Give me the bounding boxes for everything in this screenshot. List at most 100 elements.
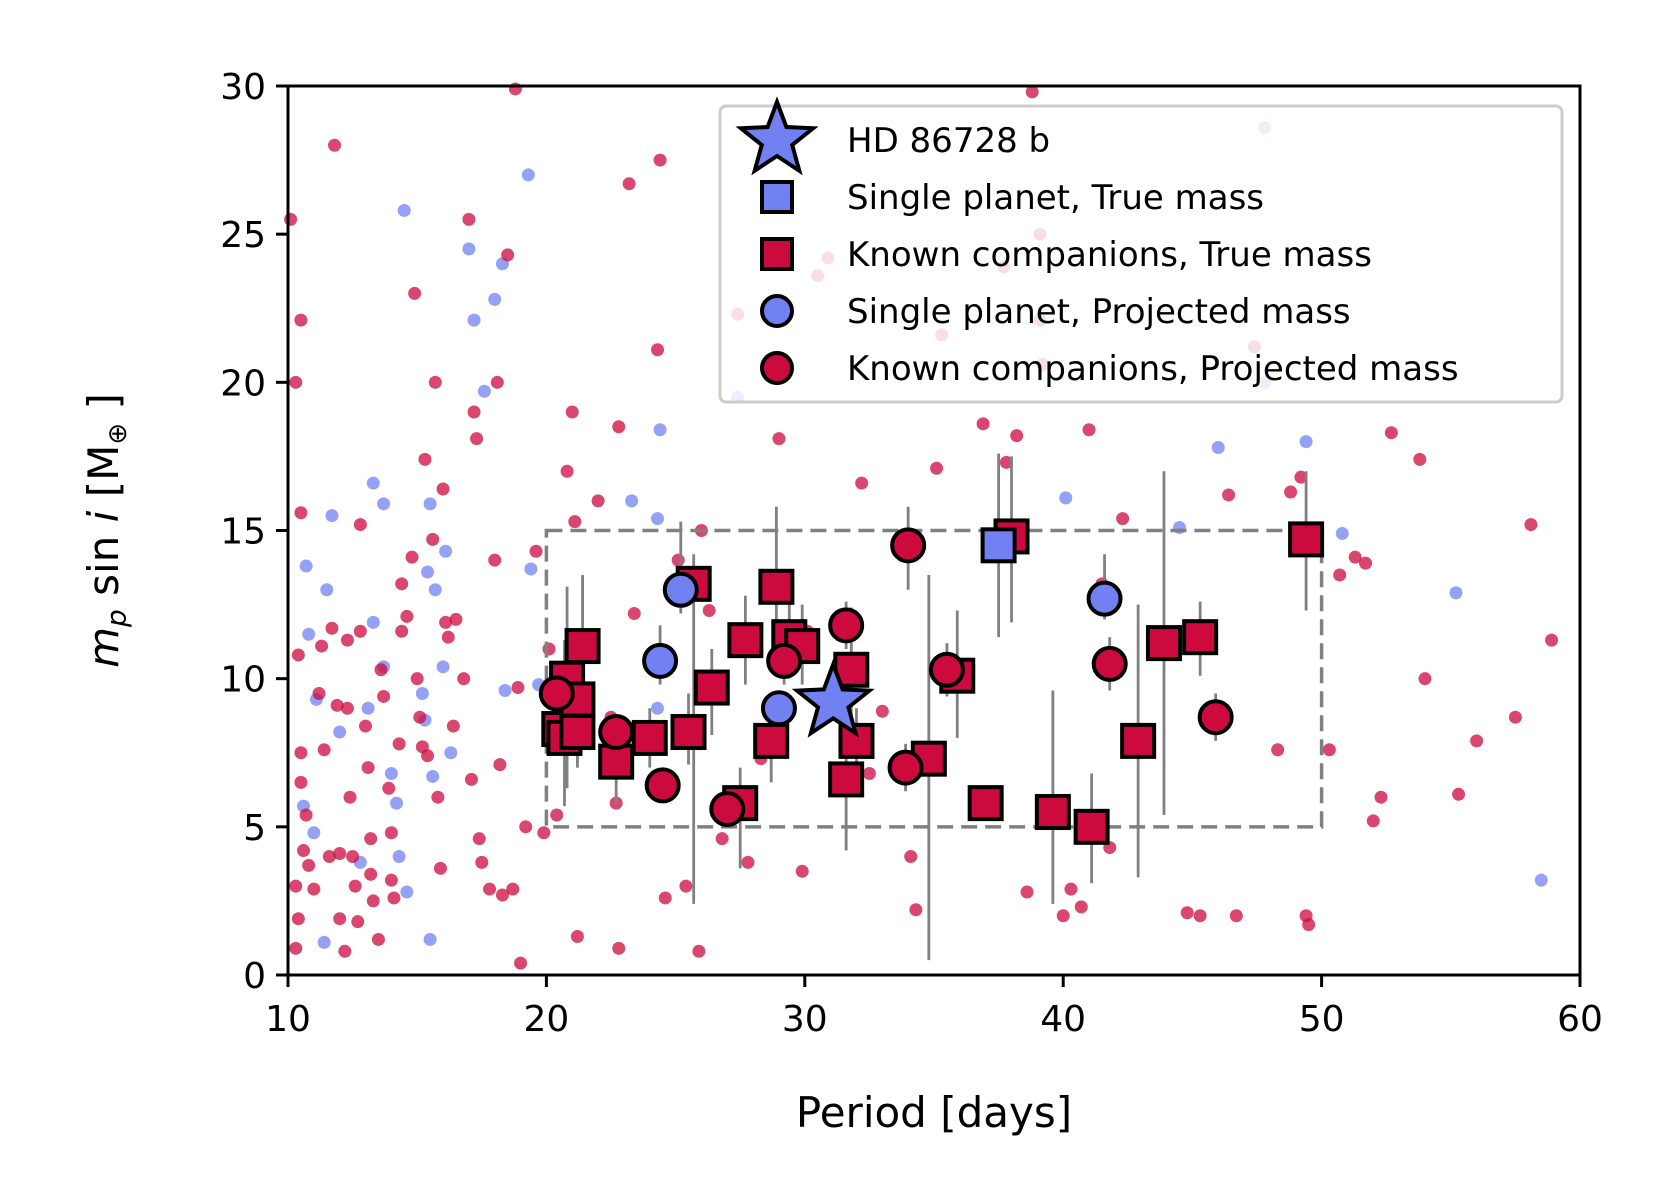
x-tick-label: 40 [1040, 999, 1086, 1040]
y-axis-label: mp sin i [M⊕ ] [79, 393, 133, 668]
bg-point-companion [467, 405, 481, 419]
bg-point-companion [410, 672, 424, 686]
bg-point-companion [1082, 423, 1096, 437]
marker-companion-projected-mass [928, 651, 965, 688]
bg-point-companion [508, 82, 522, 96]
bg-point-companion [291, 912, 305, 926]
bg-point-companion [1374, 790, 1388, 804]
marker-single-projected-mass [1086, 580, 1123, 617]
bg-point-companion [772, 432, 786, 446]
bg-point-single [392, 849, 406, 863]
bg-point-single [462, 242, 476, 256]
selection-box-rect [544, 528, 1324, 829]
bg-point-single [307, 826, 321, 840]
bg-point-companion [622, 177, 636, 191]
bg-point-companion [333, 847, 347, 861]
bg-point-single [397, 203, 411, 217]
bg-point-single [1534, 873, 1548, 887]
y-tick-label: 10 [220, 660, 266, 701]
bg-point-companion [570, 929, 584, 943]
bg-point-companion [470, 432, 484, 446]
bg-point-single [1335, 526, 1349, 540]
bg-point-companion [364, 832, 378, 846]
y-tick-label: 5 [243, 808, 266, 849]
marker-companion-true-mass [564, 628, 601, 665]
bg-point-companion [317, 743, 331, 757]
bg-point-companion [658, 891, 672, 905]
bg-point-companion [1302, 918, 1316, 932]
bg-point-companion [294, 775, 308, 789]
selected-planet-markers [538, 518, 1325, 845]
bg-point-companion [340, 701, 354, 715]
bg-point-single [366, 615, 380, 629]
legend-marker-circle [760, 294, 794, 328]
bg-point-companion [462, 212, 476, 226]
bg-point-companion [1294, 470, 1308, 484]
bg-point-companion [392, 737, 406, 751]
bg-point-companion [387, 891, 401, 905]
y-tick-label: 20 [220, 363, 266, 404]
axis-ticks: 10 20 30 40 50 60 0 5 10 15 20 25 30 [220, 67, 1603, 1040]
bg-point-companion [1366, 814, 1380, 828]
x-tick-label: 20 [523, 999, 569, 1040]
bg-point-single [366, 476, 380, 490]
bg-point-single [436, 660, 450, 674]
bg-point-companion [299, 808, 313, 822]
bg-point-single [415, 686, 429, 700]
legend-marker-star [735, 96, 819, 176]
bg-point-companion [366, 894, 380, 908]
marker-single-projected-mass [642, 642, 679, 679]
bg-point-companion [289, 941, 303, 955]
bg-point-companion [436, 482, 450, 496]
legend-box [718, 104, 1564, 404]
legend-label: Single planet, Projected mass [847, 292, 1351, 332]
bg-point-companion [361, 761, 375, 775]
bg-point-single [426, 769, 440, 783]
bg-point-companion [294, 746, 308, 760]
legend-label: Known companions, True mass [847, 235, 1372, 275]
bg-point-companion [371, 932, 385, 946]
bg-point-companion [338, 944, 352, 958]
bg-point-companion [514, 956, 528, 970]
bg-point-companion [446, 719, 460, 733]
legend-label: Known companions, Projected mass [847, 349, 1459, 389]
bg-point-companion [1418, 672, 1432, 686]
bg-point-companion [431, 790, 445, 804]
marker-companion-true-mass [1034, 794, 1071, 831]
marker-single-true-mass [980, 527, 1017, 564]
bg-point-companion [1180, 906, 1194, 920]
bg-point-companion [511, 681, 525, 695]
bg-point-companion [999, 455, 1013, 469]
bg-point-companion [1025, 85, 1039, 99]
bg-point-companion [449, 612, 463, 626]
bg-point-single [299, 559, 313, 573]
marker-companion-projected-mass [709, 791, 746, 828]
bg-point-companion [568, 515, 582, 529]
bg-point-companion [653, 153, 667, 167]
marker-companion-true-mass [1288, 521, 1325, 558]
bg-point-companion [364, 867, 378, 881]
legend-label: Single planet, True mass [847, 178, 1264, 218]
bg-point-single [651, 701, 665, 715]
bg-point-companion [741, 855, 755, 869]
x-tick-label: 50 [1299, 999, 1345, 1040]
bg-point-companion [439, 615, 453, 629]
bg-point-single [477, 384, 491, 398]
bg-point-companion [1333, 568, 1347, 582]
marker-companion-true-mass [727, 622, 764, 659]
bg-point-single [377, 497, 391, 511]
bg-point-companion [382, 781, 396, 795]
bg-point-companion [490, 375, 504, 389]
bg-point-companion [1074, 900, 1088, 914]
marker-companion-true-mass [1182, 619, 1219, 656]
target-star-marker [791, 658, 875, 738]
bg-point-single [325, 509, 339, 523]
bg-point-single [488, 292, 502, 306]
bg-point-companion [433, 861, 447, 875]
bg-point-companion [702, 604, 716, 618]
y-tick-label: 25 [220, 215, 266, 256]
bg-point-companion [330, 698, 344, 712]
bg-point-companion [1229, 909, 1243, 923]
bg-point-single [423, 932, 437, 946]
